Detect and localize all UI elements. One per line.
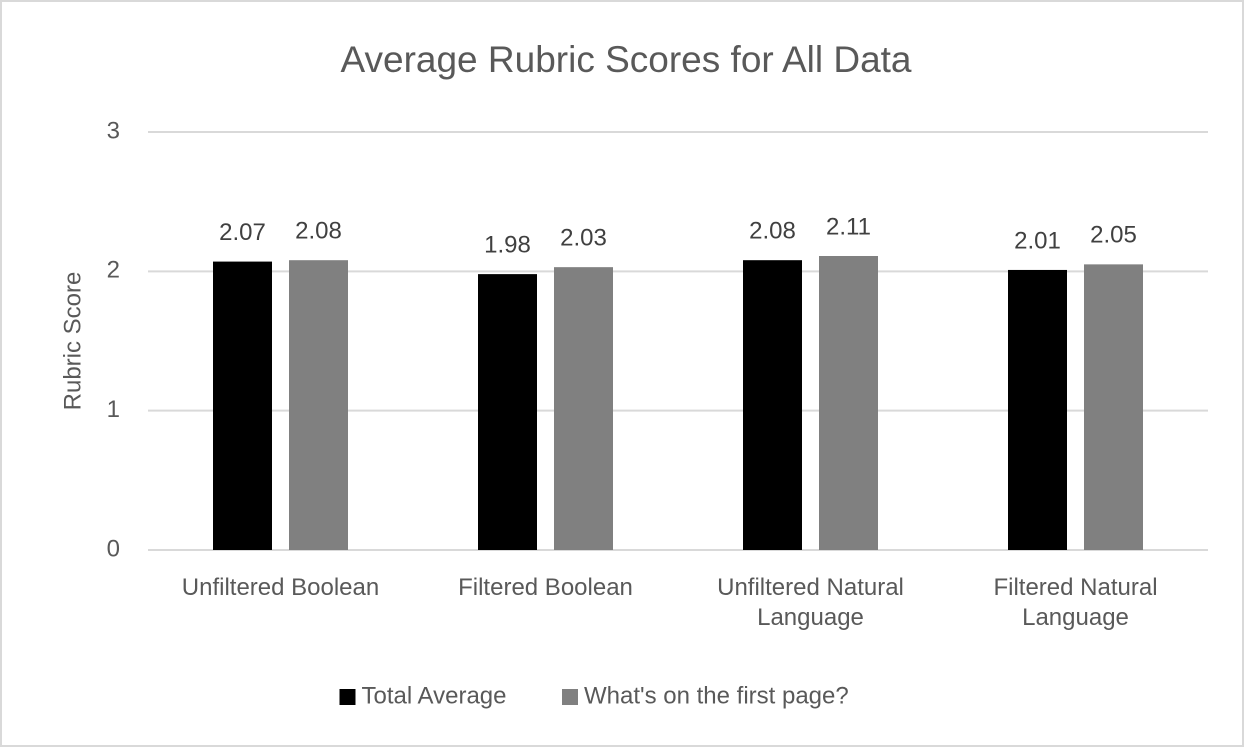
legend-swatch [562,689,578,705]
y-tick-label: 1 [107,396,120,423]
data-label: 2.07 [219,219,266,246]
x-tick-label: Unfiltered Boolean [181,574,380,601]
bar [478,274,537,550]
y-tick-label: 0 [107,535,120,562]
y-axis-label: Rubric Score [59,272,86,411]
x-tick-label: Filtered Natural Language [993,574,1158,631]
y-tick-label: 3 [107,117,120,144]
data-label: 1.98 [484,231,531,258]
legend-label: Total Average [362,682,507,709]
x-tick-label-box: Unfiltered Natural Language [717,574,904,631]
data-label: 2.11 [826,213,871,240]
bar [819,256,878,550]
chart-title: Average Rubric Scores for All Data [340,39,911,80]
bar [1008,269,1067,550]
legend-label: What's on the first page? [584,682,849,709]
data-label: 2.01 [1014,227,1061,254]
y-tick-label: 2 [107,257,120,284]
bar [213,261,272,550]
bar [743,260,802,550]
x-tick-label: Unfiltered Natural Language [717,574,904,631]
data-label: 2.08 [295,218,342,245]
bar [554,267,613,550]
data-label: 2.03 [560,224,607,251]
bar [289,260,348,550]
x-tick-label-box: Filtered Boolean [458,574,633,601]
data-label: 2.08 [749,218,796,245]
bar [1084,264,1143,550]
legend-swatch [339,689,356,705]
x-tick-label: Filtered Boolean [458,574,633,601]
x-tick-label-box: Filtered Natural Language [993,574,1158,631]
x-tick-label-box: Unfiltered Boolean [181,574,380,601]
data-label: 2.05 [1090,222,1137,249]
